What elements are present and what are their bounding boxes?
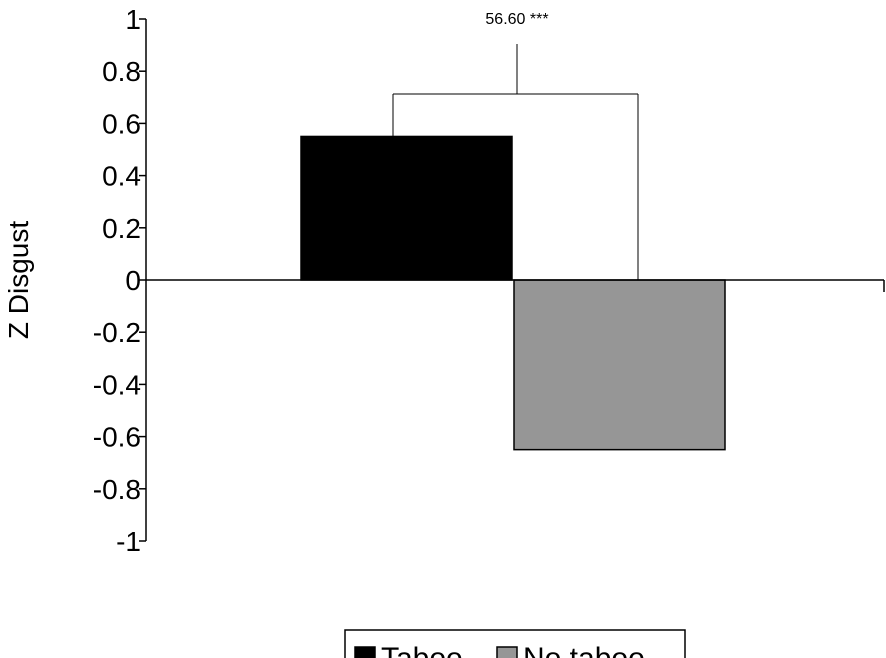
significance-annotation: 56.60 *** (485, 11, 548, 28)
bar-no-taboo (513, 279, 726, 451)
y-tick-label: 1 (125, 4, 141, 35)
legend-swatch-taboo (354, 646, 376, 658)
y-tick-label: -0.8 (93, 474, 141, 505)
bars (300, 135, 726, 451)
legend-label-no-taboo: No taboo (523, 642, 645, 658)
y-axis-title: Z Disgust (3, 221, 34, 339)
y-tick-label: -0.4 (93, 369, 141, 400)
y-tick-label: 0.4 (102, 161, 141, 192)
legend: Taboo No taboo (344, 629, 686, 658)
y-tick-label: 0 (125, 265, 141, 296)
axes (139, 18, 147, 542)
y-tick-label: 0.2 (102, 213, 141, 244)
y-tick-marks (139, 18, 146, 542)
y-tick-label: -0.2 (93, 317, 141, 348)
legend-swatch-no-taboo (496, 646, 518, 658)
bar-taboo (300, 135, 513, 281)
y-tick-labels: 1 0.8 0.6 0.4 0.2 0 -0.2 -0.4 -0.6 -0.8 -1 (93, 4, 141, 557)
y-tick-label: -1 (116, 526, 141, 557)
y-tick-label: 0.8 (102, 56, 141, 87)
y-tick-label: -0.6 (93, 422, 141, 453)
significance-bracket (392, 44, 639, 280)
y-tick-label: 0.6 (102, 108, 141, 139)
legend-label-taboo: Taboo (381, 642, 463, 658)
